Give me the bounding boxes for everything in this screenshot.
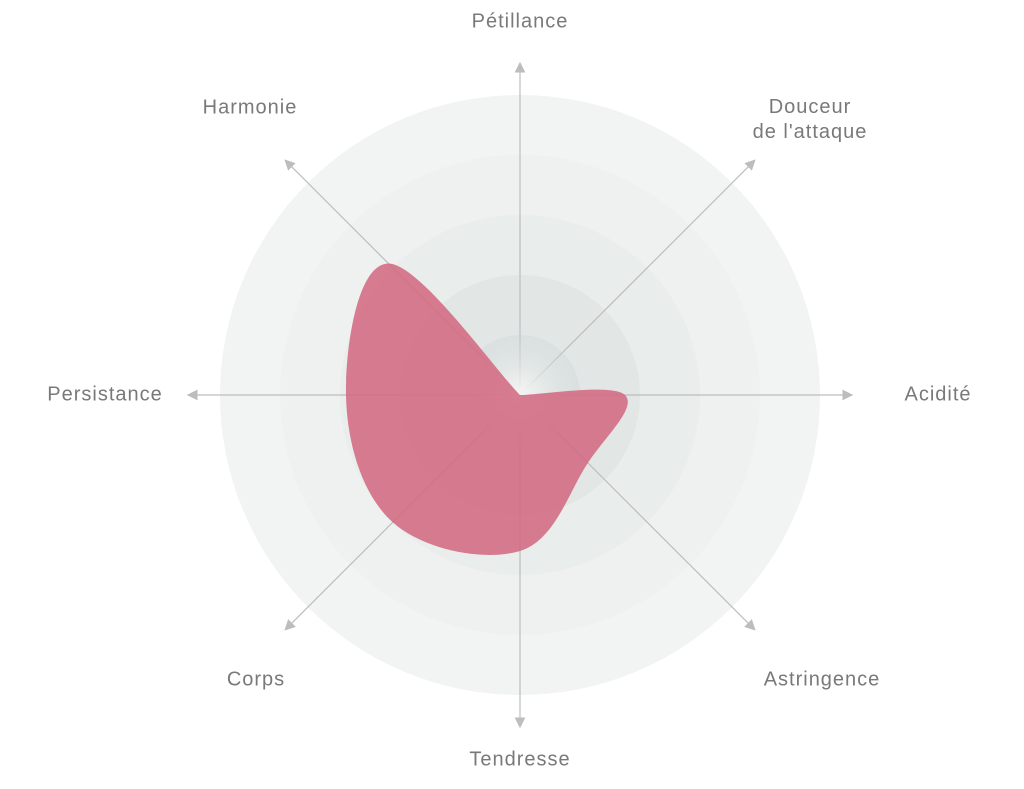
radar-chart: PétillanceDouceur de l'attaqueAciditéAst…	[0, 0, 1024, 789]
radar-svg	[0, 0, 1024, 789]
